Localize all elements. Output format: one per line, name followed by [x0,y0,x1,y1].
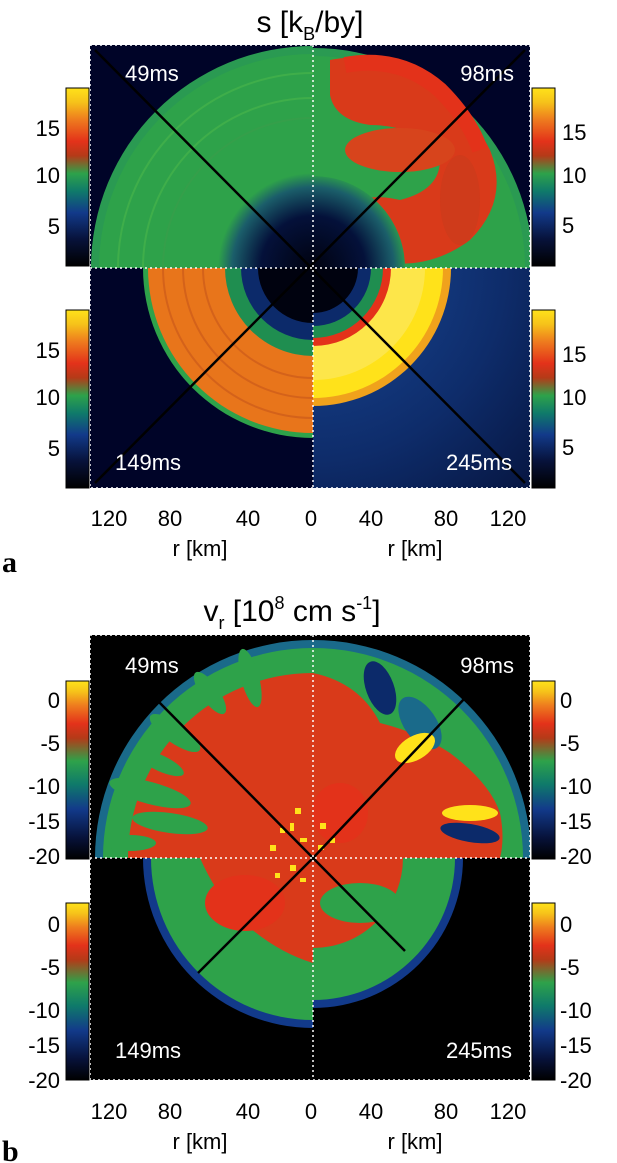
panel-a: s [kB/by] [0,0,617,580]
panel-b-cbar-tr-15: -15 [560,809,592,834]
panel-b-cbar-tl-15: -15 [28,809,60,834]
panel-b-xtick-40-right: 40 [359,1099,383,1124]
panel-b-cbar-bl-15: -15 [28,1033,60,1058]
panel-a-cbar-br-10: 10 [562,385,586,410]
panel-a-title: s [kB/by] [256,6,363,44]
panel-b-xtick-80-right: 80 [434,1099,458,1124]
panel-a-xtick-40-left: 40 [236,506,260,531]
panel-b-cbar-bl-0: 0 [48,912,60,937]
panel-b-cbar-bl-10: -10 [28,998,60,1023]
panel-b-time-98ms: 98ms [460,653,514,678]
panel-a-cbar-tl-15: 15 [36,116,60,141]
panel-b-time-245ms: 245ms [446,1038,512,1063]
panel-b-frame [89,634,531,1081]
panel-b-cbar-tl-0: 0 [48,688,60,713]
panel-a-letter: a [2,546,17,579]
panel-b-cbar-br-15: -15 [560,1033,592,1058]
panel-a-colorbars [65,87,556,489]
panel-a-time-49ms: 49ms [125,61,179,86]
panel-b-colorbars [65,680,556,1081]
panel-a-cbar-tr-5: 5 [562,213,574,238]
panel-b-title: vr [108 cm s-1] [203,593,380,633]
panel-a-diagonals [94,49,526,484]
panel-b-cbar-tl-10: -10 [28,774,60,799]
panel-a-time-245ms: 245ms [446,450,512,475]
panel-a-xlabel-left: r [km] [173,536,228,561]
panel-a-xtick-40-right: 40 [359,506,383,531]
panel-b-cbar-bl-5: -5 [40,955,60,980]
panel-a-quadrant-149ms [143,268,313,438]
panel-b-quadrant-98ms [313,640,530,858]
panel-a-cbar-tl-5: 5 [48,214,60,239]
panel-a-xtick-0: 0 [305,506,317,531]
panel-b-diagonals [154,697,466,974]
panel-b-cbar-br-0: 0 [560,912,572,937]
panel-a-frame [89,44,531,489]
panel-b-xtick-80-left: 80 [158,1099,182,1124]
panel-a-time-149ms: 149ms [115,450,181,475]
panel-a-figure: s [kB/by] [2,6,586,579]
panel-b-xlabel-left: r [km] [173,1129,228,1154]
panel-b-cbar-bl-20: -20 [28,1068,60,1093]
panel-a-cbar-bl-10: 10 [36,385,60,410]
panel-a-xtick-80-right: 80 [434,506,458,531]
panel-a-cbar-bl-5: 5 [48,436,60,461]
panel-a-cbar-tr-15: 15 [562,120,586,145]
panel-b-cbar-br-5: -5 [560,955,580,980]
panel-a-xtick-120-left: 120 [91,506,128,531]
panel-b-time-149ms: 149ms [115,1038,181,1063]
panel-b-xtick-120-right: 120 [490,1099,527,1124]
panel-a-cbar-bl-15: 15 [36,338,60,363]
panel-b-xtick-40-left: 40 [236,1099,260,1124]
panel-b-letter: b [2,1135,19,1163]
panel-b-cbar-br-20: -20 [560,1068,592,1093]
panel-b: vr [108 cm s-1] [0,583,617,1163]
panel-b-time-49ms: 49ms [125,653,179,678]
panel-a-xtick-80-left: 80 [158,506,182,531]
panel-a-time-98ms: 98ms [460,61,514,86]
panel-b-cbar-tr-20: -20 [560,844,592,869]
panel-b-cbar-tr-0: 0 [560,688,572,713]
panel-b-xlabel-right: r [km] [388,1129,443,1154]
panel-b-xtick-120-left: 120 [91,1099,128,1124]
panel-a-cbar-tr-10: 10 [562,163,586,188]
panel-b-cbar-tl-5: -5 [40,731,60,756]
panel-b-cbar-tr-10: -10 [560,774,592,799]
panel-a-xlabel-right: r [km] [388,536,443,561]
panel-a-cbar-br-15: 15 [562,342,586,367]
panel-b-figure: vr [108 cm s-1] [2,593,592,1163]
panel-b-cbar-br-10: -10 [560,998,592,1023]
panel-a-cbar-br-5: 5 [562,435,574,460]
panel-b-xtick-0: 0 [305,1099,317,1124]
panel-b-cbar-tr-5: -5 [560,731,580,756]
panel-a-xtick-120-right: 120 [490,506,527,531]
panel-a-quadrant-98ms [313,48,530,268]
panel-b-cbar-tl-20: -20 [28,844,60,869]
panel-a-cbar-tl-10: 10 [36,163,60,188]
